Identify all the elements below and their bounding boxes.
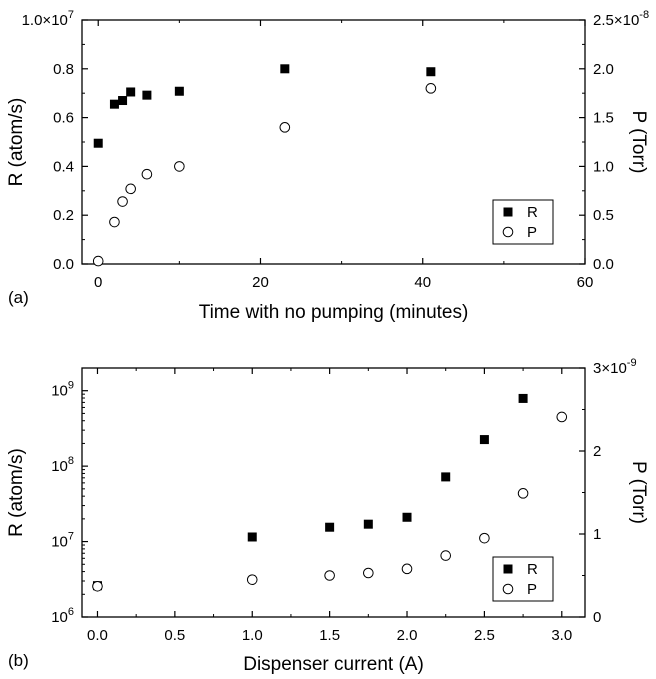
series-P-point [401,563,413,575]
series-R-point [426,67,436,77]
panel-a-chart: 0 20 40 600.00.20.40.60.81.0×1070.00.51.01.… [6,9,649,323]
series-P-point [440,550,452,561]
series-P-point [109,216,120,228]
series-P-point [279,122,291,133]
y-right-tick-label: 1 [593,526,601,543]
series-P-point [117,196,128,207]
series-R-point [118,96,128,106]
series-P-point [174,161,185,172]
legend-marker-P [502,226,514,238]
series-P-point [125,183,136,195]
y-right-tick-label: 1.0 [593,158,614,175]
legend-box [492,199,554,245]
series-R-point [93,138,103,148]
y-right-tick-label: 2.5×10-8 [593,9,649,29]
series-P-point [141,168,153,180]
series-R-point [402,512,412,522]
series-R-point [109,99,119,109]
y-left-axis-title: R (atom/s) [6,98,27,187]
x-tick-label: 0.0 [87,627,108,644]
x-axis-title: Dispenser current (A) [243,654,424,675]
series-P-point [517,488,529,499]
y-right-tick-label: 2 [593,443,601,460]
series-R-point [325,522,335,532]
y-right-tick-label: 1.5 [593,110,614,127]
panel-label: (a) [8,288,29,307]
y-right-tick-label: 2.0 [593,61,614,78]
legend-marker-R [503,564,513,574]
x-tick-label: 20 [252,274,269,291]
series-P-point [556,411,568,423]
series-R-point [518,393,528,403]
x-tick-label: 3.0 [551,627,572,644]
y-left-tick-label: 107 [51,531,74,551]
series-P-point [92,580,103,592]
y-left-tick-label: 106 [51,606,74,626]
x-tick-label: 0 [94,274,102,291]
y-left-tick-label: 0.4 [53,158,74,175]
x-tick-label: 0.5 [164,627,185,644]
legend-label-P: P [527,581,537,598]
series-P-point [363,567,374,579]
legend-label-P: P [527,224,537,241]
series-R-point [479,435,489,445]
y-left-tick-label: 1.0×107 [22,9,74,29]
series-R-point [247,532,257,542]
x-tick-label: 1.0 [242,627,263,644]
y-left-axis-title: R (atom/s) [6,448,27,537]
y-left-tick-label: 108 [51,455,74,475]
panel-b-chart: 0.0 0.5 1.0 1.5 2.0 2.5 3.0 106 107 108 109 0 1 2 3×10… [6,357,649,675]
series-R-point [441,472,451,482]
series-P-point [92,255,104,267]
series-P-point [425,83,437,94]
y-right-axis-title: P (Torr) [628,461,649,524]
legend-label-R: R [527,561,538,578]
y-right-axis-title: P (Torr) [628,111,649,174]
legend-label-R: R [527,204,538,221]
y-left-tick-label: 0.2 [53,207,74,224]
y-right-tick-label: 0.0 [593,256,614,273]
x-axis-title: Time with no pumping (minutes) [199,302,469,323]
series-R-point [174,86,184,96]
legend-box [492,556,554,602]
series-R-point [142,90,152,100]
series-R-point [363,519,373,529]
series-P-point [324,570,335,581]
legend-marker-P [502,583,514,595]
y-right-tick-label: 0.5 [593,207,614,224]
x-tick-label: 40 [414,274,431,291]
series-R-point [126,87,136,97]
x-tick-label: 60 [577,274,594,291]
series-R-point [280,64,290,74]
x-tick-label: 1.5 [319,627,340,644]
series-P-point [479,532,490,544]
y-right-tick-label: 0 [593,609,601,626]
panel-label: (b) [8,651,29,670]
x-tick-label: 2.5 [474,627,495,644]
y-right-tick-label: 3×10-9 [593,357,637,377]
legend-marker-R [503,207,513,217]
y-left-tick-label: 0.6 [53,110,74,127]
y-left-tick-label: 109 [51,380,74,400]
series-P-point [246,574,258,585]
y-left-tick-label: 0.0 [53,256,74,273]
x-tick-label: 2.0 [397,627,418,644]
y-left-tick-label: 0.8 [53,61,74,78]
